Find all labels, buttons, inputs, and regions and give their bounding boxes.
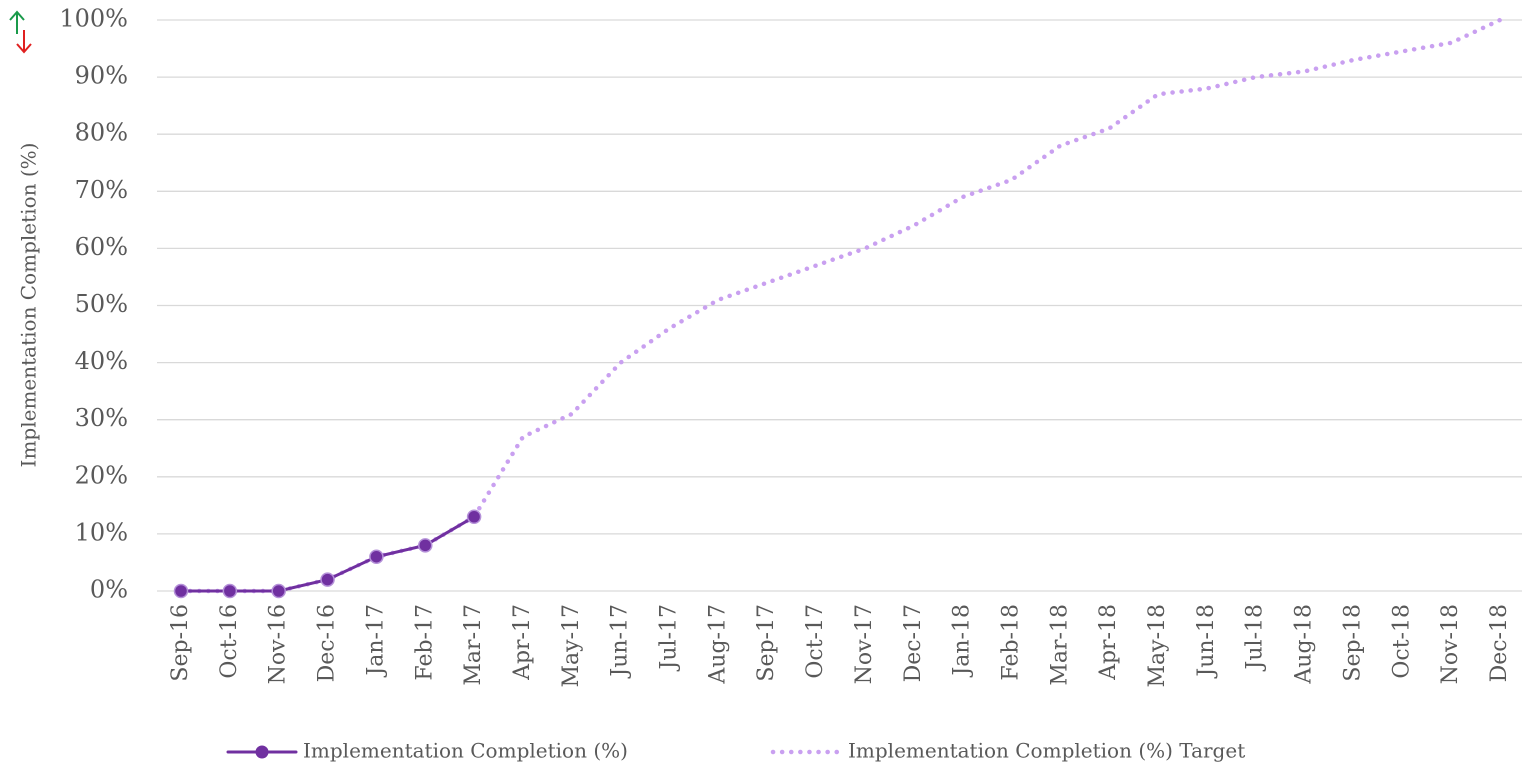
y-tick-label: 100% — [59, 5, 128, 33]
x-tick-label: Dec-18 — [1487, 604, 1512, 682]
x-tick-label: Jan-17 — [363, 604, 388, 678]
y-tick-label: 40% — [75, 347, 128, 375]
point-marker — [271, 583, 286, 599]
x-tick-label: Nov-18 — [1438, 604, 1463, 684]
point-marker — [369, 549, 384, 564]
x-tick-label: Sep-16 — [168, 604, 193, 682]
x-tick-label: Mar-18 — [1047, 604, 1072, 686]
x-tick-label: Nov-17 — [852, 604, 877, 684]
x-tick-label: Aug-18 — [1292, 604, 1317, 685]
y-axis-title: Implementation Completion (%) — [17, 143, 41, 468]
x-tick-label: Aug-17 — [705, 604, 730, 685]
x-tick-label: Jun-17 — [608, 604, 633, 679]
y-tick-label: 60% — [75, 233, 128, 261]
x-tick-label: Jun-18 — [1194, 604, 1219, 679]
y-tick-label: 30% — [75, 404, 128, 432]
x-tick-label: Jan-18 — [950, 604, 975, 678]
y-tick-label: 0% — [90, 576, 128, 604]
y-tick-label: 70% — [75, 176, 128, 204]
x-tick-label: Sep-17 — [754, 604, 779, 682]
y-tick-label: 10% — [75, 518, 128, 546]
point-marker — [320, 572, 335, 587]
x-tick-label: Nov-16 — [266, 604, 291, 684]
x-tick-label: Apr-18 — [1096, 604, 1121, 681]
y-tick-label: 90% — [75, 62, 128, 90]
x-tick-label: Dec-16 — [315, 604, 340, 682]
x-tick-label: Oct-18 — [1389, 604, 1414, 679]
sort-icon — [9, 10, 32, 54]
x-tick-label: May-17 — [559, 604, 584, 688]
x-tick-label: Jul-17 — [657, 604, 682, 671]
legend-label: Implementation Completion (%) — [303, 739, 628, 763]
y-tick-label: 80% — [75, 119, 128, 147]
x-tick-label: Jul-18 — [1243, 604, 1268, 671]
x-tick-label: Oct-17 — [803, 604, 828, 679]
x-tick-label: Sep-18 — [1340, 604, 1365, 682]
x-tick-label: Dec-17 — [901, 604, 926, 682]
point-marker — [418, 538, 433, 553]
x-tick-label: Feb-18 — [998, 604, 1023, 681]
legend-marker — [255, 745, 269, 759]
x-tick-label: Mar-17 — [461, 604, 486, 686]
legend-item: Implementation Completion (%) Target — [770, 739, 1245, 763]
x-tick-label: May-18 — [1145, 604, 1170, 688]
point-marker — [466, 509, 482, 525]
legend-label: Implementation Completion (%) Target — [848, 739, 1245, 763]
y-tick-label: 50% — [75, 290, 128, 318]
point-marker — [173, 583, 189, 599]
point-marker — [222, 583, 238, 599]
legend-item: Implementation Completion (%) — [226, 739, 628, 763]
y-tick-label: 20% — [75, 461, 128, 489]
x-tick-label: Oct-16 — [217, 604, 242, 679]
x-tick-label: Feb-17 — [412, 604, 437, 681]
x-tick-label: Apr-17 — [510, 604, 535, 681]
